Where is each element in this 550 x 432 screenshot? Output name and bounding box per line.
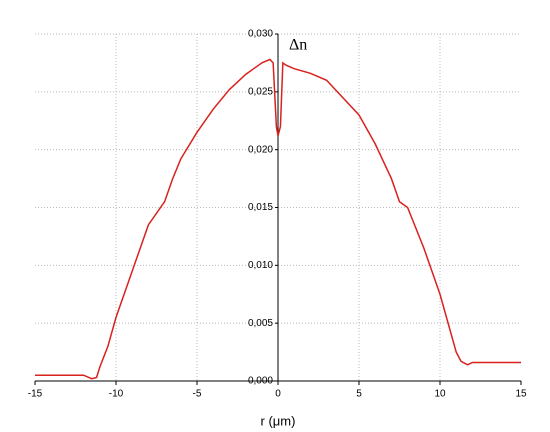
x-tick-label: 5 bbox=[356, 389, 362, 400]
y-tick-label: 0,025 bbox=[248, 86, 273, 97]
y-tick-label: 0,030 bbox=[248, 29, 273, 40]
x-tick-label: 15 bbox=[515, 389, 527, 400]
y-axis-label: Δn bbox=[289, 37, 307, 54]
y-tick-label: 0,010 bbox=[248, 260, 273, 271]
y-tick-label: 0,020 bbox=[248, 144, 273, 155]
x-tick-label: -5 bbox=[193, 389, 202, 400]
data-line bbox=[35, 58, 521, 380]
x-tick-label: 10 bbox=[434, 389, 446, 400]
x-axis-label: r (μm) bbox=[261, 413, 296, 428]
x-tick-label: -15 bbox=[28, 389, 43, 400]
x-tick-label: -10 bbox=[109, 389, 124, 400]
y-tick-label: 0,015 bbox=[248, 202, 273, 213]
x-tick-label: 0 bbox=[275, 389, 281, 400]
y-tick-label: 0,005 bbox=[248, 318, 273, 329]
